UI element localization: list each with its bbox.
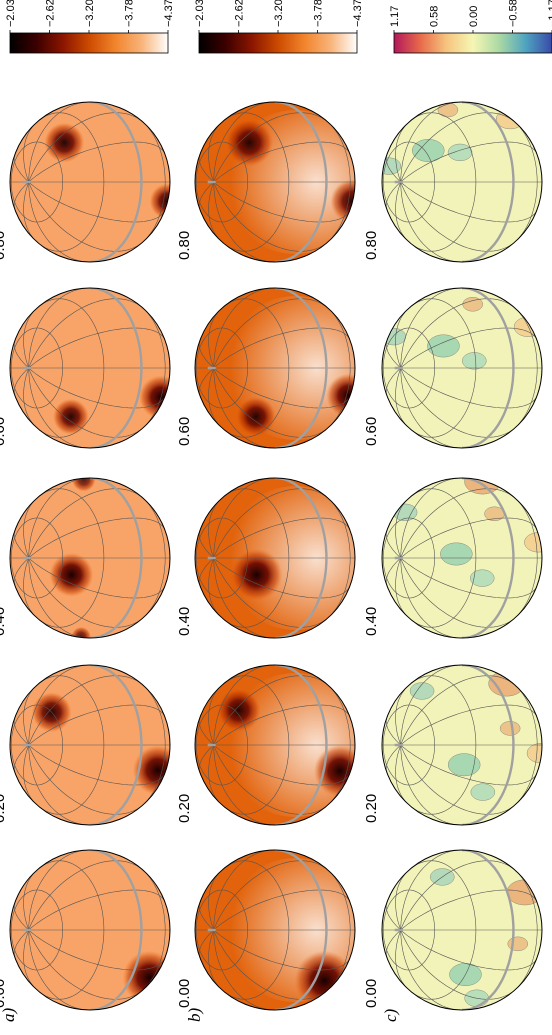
stellar-map: 0.40 (176, 478, 367, 638)
colorbar-tick-label: −2.03 (194, 0, 206, 27)
residual-patch (465, 469, 501, 494)
stellar-map: 0.00 (363, 850, 543, 1010)
phase-label: 0.60 (176, 417, 193, 446)
phase-label: 0.40 (0, 607, 8, 636)
starspot (326, 374, 370, 418)
colorbar-tick-label: −3.78 (124, 0, 136, 27)
colorbar-tick-label: −0.58 (508, 0, 520, 27)
colorbar (199, 33, 357, 53)
residual-patch (440, 543, 472, 565)
phase-label: 0.60 (0, 417, 8, 446)
colorbar-tick-label: −2.62 (45, 0, 57, 27)
panel-label: c) (381, 1008, 400, 1022)
stellar-map: 0.00 (176, 850, 367, 1011)
phase-label: 0.80 (363, 231, 380, 260)
starspot (236, 397, 276, 437)
phase-label: 0.20 (0, 794, 8, 823)
residual-patch (382, 328, 406, 345)
phase-label: 0.40 (176, 607, 193, 636)
residual-patch (514, 317, 542, 337)
colorbar-tick-label: −3.20 (84, 0, 96, 27)
colorbar-tick-label: −4.37 (352, 0, 364, 27)
stellar-map: 0.20 (363, 665, 552, 825)
colorbar-tick-label: 0.00 (468, 6, 480, 27)
phase-label: 0.20 (176, 794, 193, 823)
colorbar-tick-label: 0.58 (429, 6, 441, 27)
colorbar-tick-label: −1.17 (547, 0, 552, 27)
colorbar-tick-label: −3.20 (273, 0, 285, 27)
residual-patch (448, 144, 472, 161)
starspot (53, 399, 89, 435)
phase-label: 0.00 (176, 979, 193, 1008)
phase-label: 0.60 (363, 417, 380, 446)
panel-label: b) (185, 1008, 204, 1023)
residual-patch (527, 743, 552, 763)
stellar-map: 0.40 (363, 469, 552, 638)
residual-patch (462, 352, 486, 369)
phase-label: 0.80 (176, 231, 193, 260)
residual-patch (524, 533, 552, 553)
stellar-map: 0.60 (0, 288, 183, 448)
colorbar (10, 33, 168, 53)
colorbar-tick-label: −2.03 (5, 0, 17, 27)
residual-patch (377, 158, 401, 175)
starspot (294, 951, 354, 1011)
phase-label: 0.00 (363, 979, 380, 1008)
colorbar-tick-label: −4.37 (163, 0, 175, 27)
stellar-map: 0.80 (0, 102, 186, 262)
colorbar (394, 33, 552, 53)
phase-label: 0.20 (363, 794, 380, 823)
stellar-map: 0.60 (363, 288, 542, 448)
stellar-map: 0.40 (0, 468, 170, 647)
stellar-map: 0.00 (0, 850, 176, 1010)
starspot (49, 553, 93, 597)
stellar-map: 0.20 (0, 665, 183, 825)
colorbar-tick-label: −3.78 (313, 0, 325, 27)
phase-label: 0.80 (0, 231, 8, 260)
starspot (44, 123, 84, 163)
stellar-map: 0.60 (176, 288, 370, 448)
stellar-map: 0.80 (363, 102, 542, 262)
phase-label: 0.00 (0, 979, 8, 1008)
colorbar-tick-label: −2.62 (234, 0, 246, 27)
panel-label: a) (0, 1008, 18, 1023)
phase-label: 0.40 (363, 607, 380, 636)
residual-patch (410, 683, 434, 700)
colorbar-tick-label: 1.17 (389, 6, 401, 27)
residual-patch (500, 721, 520, 735)
stellar-map: 0.20 (176, 665, 367, 825)
residual-patch (471, 784, 495, 801)
stellar-map: 0.80 (176, 102, 375, 262)
